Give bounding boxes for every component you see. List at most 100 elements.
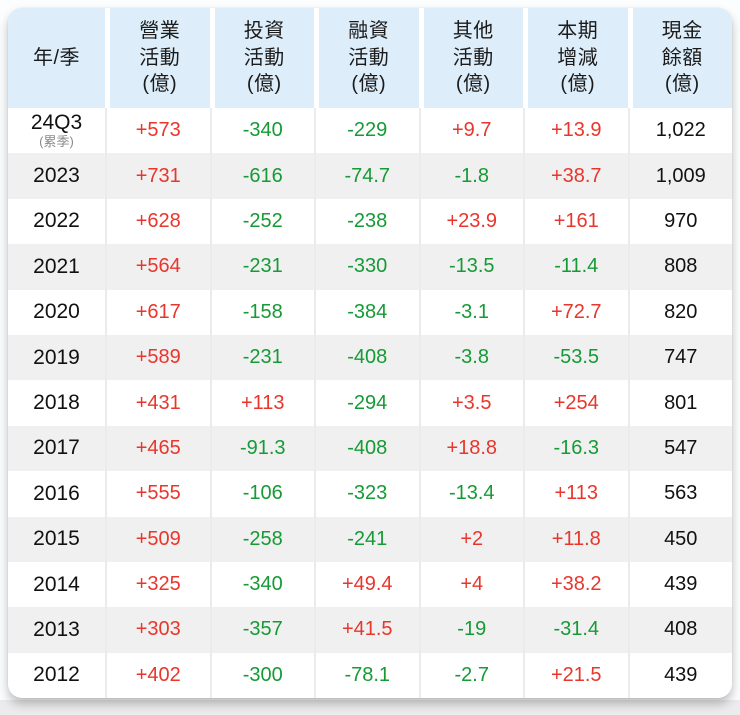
period-cell: 2013: [8, 607, 105, 652]
value-cell-operating: +617: [105, 289, 210, 335]
value-cell-other: -19: [418, 607, 524, 653]
value-cell-net-change: +13.9: [523, 108, 628, 154]
cashflow-table-card: 年/季 營業 活動 (億) 投資 活動 (億) 融資 活動 (億) 其他 活動 (億) 本…: [8, 8, 733, 699]
table-row-2020: 2020 +617 -158 -384 -3.1 +72.7 820: [8, 289, 733, 335]
period-label: 2020: [33, 300, 80, 324]
period-cell: 2022: [8, 199, 105, 244]
value-cell-net-change: +11.8: [523, 516, 628, 562]
value-cell-other: -13.4: [418, 471, 524, 517]
column-header-cash-balance: 現金 餘額 (億): [632, 8, 732, 108]
value-cell-net-change: +72.7: [523, 289, 628, 335]
value-cell-financing: -74.7: [314, 153, 419, 199]
value-cell-investing: -106: [209, 471, 315, 517]
value-cell-financing: -229: [314, 108, 419, 154]
period-label: 24Q3: [30, 111, 83, 135]
value-cell-cash-balance: 439: [627, 561, 733, 608]
value-cell-other: +9.7: [418, 108, 524, 154]
period-cell: 2023: [8, 153, 105, 198]
value-cell-operating: +628: [105, 198, 210, 245]
value-cell-net-change: +21.5: [523, 652, 628, 699]
value-cell-investing: -231: [209, 334, 315, 381]
value-cell-other: +2: [418, 516, 524, 562]
value-cell-cash-balance: 547: [627, 425, 733, 472]
column-header-period: 年/季: [8, 8, 105, 108]
value-cell-cash-balance: 1,022: [627, 108, 733, 154]
period-label: 2022: [33, 209, 80, 233]
value-cell-net-change: +254: [523, 380, 628, 426]
table-row-2018: 2018 +431 +113 -294 +3.5 +254 801: [8, 380, 732, 426]
value-cell-financing: -408: [314, 334, 419, 381]
value-cell-investing: +113: [209, 380, 315, 426]
column-header-other: 其他 活動 (億): [423, 8, 523, 108]
value-cell-cash-balance: 408: [627, 607, 733, 653]
value-cell-operating: +431: [105, 380, 210, 426]
value-cell-net-change: -11.4: [523, 244, 628, 290]
value-cell-investing: -357: [209, 607, 315, 653]
value-cell-investing: -258: [209, 516, 315, 562]
value-cell-operating: +731: [105, 153, 210, 199]
column-header-investing: 投資 活動 (億): [214, 8, 314, 108]
value-cell-other: -3.8: [418, 334, 524, 381]
value-cell-other: -3.1: [418, 289, 524, 335]
table-row-2016: 2016 +555 -106 -323 -13.4 +113 563: [8, 471, 733, 517]
period-label: 2023: [33, 164, 80, 188]
period-cell: 2012: [8, 653, 105, 698]
value-cell-financing: +49.4: [314, 561, 419, 608]
table-row-2019: 2019 +589 -231 -408 -3.8 -53.5 747: [8, 334, 732, 381]
value-cell-net-change: +38.7: [523, 153, 628, 199]
value-cell-investing: -252: [209, 198, 315, 245]
value-cell-other: +3.5: [418, 380, 524, 426]
period-cell: 2020: [8, 290, 105, 335]
value-cell-operating: +564: [105, 244, 210, 290]
value-cell-financing: -294: [314, 380, 419, 426]
table-row-2012: 2012 +402 -300 -78.1 -2.7 +21.5 439: [8, 652, 732, 699]
period-cell: 2016: [8, 471, 105, 516]
value-cell-cash-balance: 450: [627, 516, 733, 562]
value-cell-other: +23.9: [418, 198, 524, 245]
value-cell-other: -1.8: [418, 153, 524, 199]
value-cell-investing: -91.3: [209, 425, 315, 472]
value-cell-cash-balance: 820: [627, 289, 733, 335]
period-label: 2021: [33, 254, 80, 278]
value-cell-financing: -78.1: [314, 652, 419, 699]
value-cell-net-change: -31.4: [523, 607, 628, 653]
table-row-2021: 2021 +564 -231 -330 -13.5 -11.4 808: [8, 244, 732, 290]
table-header-row: 年/季 營業 活動 (億) 投資 活動 (億) 融資 活動 (億) 其他 活動 (億) 本…: [8, 8, 732, 108]
table-body: 24Q3 (累季) +573 -340 -229 +9.7 +13.9 1,022 2023 +7…: [8, 108, 733, 699]
value-cell-financing: -238: [314, 198, 419, 245]
table-row-2023: 2023 +731 -616 -74.7 -1.8 +38.7 1,009: [8, 153, 732, 199]
value-cell-other: -2.7: [418, 652, 524, 699]
period-label: 2015: [33, 527, 80, 551]
value-cell-cash-balance: 563: [627, 471, 733, 517]
period-cell: 2021: [8, 244, 105, 289]
value-cell-operating: +573: [105, 108, 210, 154]
period-label: 2017: [33, 436, 80, 460]
period-cell: 2019: [8, 335, 105, 380]
period-cell: 24Q3 (累季): [8, 108, 105, 153]
period-label: 2012: [33, 663, 80, 687]
page-background-strip: [0, 700, 740, 715]
column-header-financing: 融資 活動 (億): [319, 8, 419, 108]
value-cell-financing: -241: [314, 516, 419, 562]
period-label: 2014: [33, 572, 80, 596]
value-cell-operating: +555: [105, 471, 210, 517]
period-label: 2013: [33, 617, 80, 641]
value-cell-operating: +589: [105, 334, 210, 381]
value-cell-net-change: +38.2: [523, 561, 628, 608]
value-cell-other: -13.5: [418, 244, 524, 290]
table-row-24q3: 24Q3 (累季) +573 -340 -229 +9.7 +13.9 1,022: [8, 108, 733, 154]
value-cell-financing: +41.5: [314, 607, 419, 653]
value-cell-other: +18.8: [418, 425, 524, 472]
period-note: (累季): [39, 134, 74, 150]
table-row-2013: 2013 +303 -357 +41.5 -19 -31.4 408: [8, 607, 733, 653]
period-label: 2019: [33, 345, 80, 369]
value-cell-cash-balance: 970: [627, 198, 733, 245]
value-cell-investing: -616: [209, 153, 315, 199]
column-header-operating: 營業 活動 (億): [110, 8, 210, 108]
period-cell: 2014: [8, 562, 105, 607]
column-header-net-change: 本期 增減 (億): [528, 8, 628, 108]
period-label: 2016: [33, 481, 80, 505]
value-cell-investing: -231: [209, 244, 315, 290]
period-cell: 2015: [8, 517, 105, 562]
value-cell-operating: +509: [105, 516, 210, 562]
